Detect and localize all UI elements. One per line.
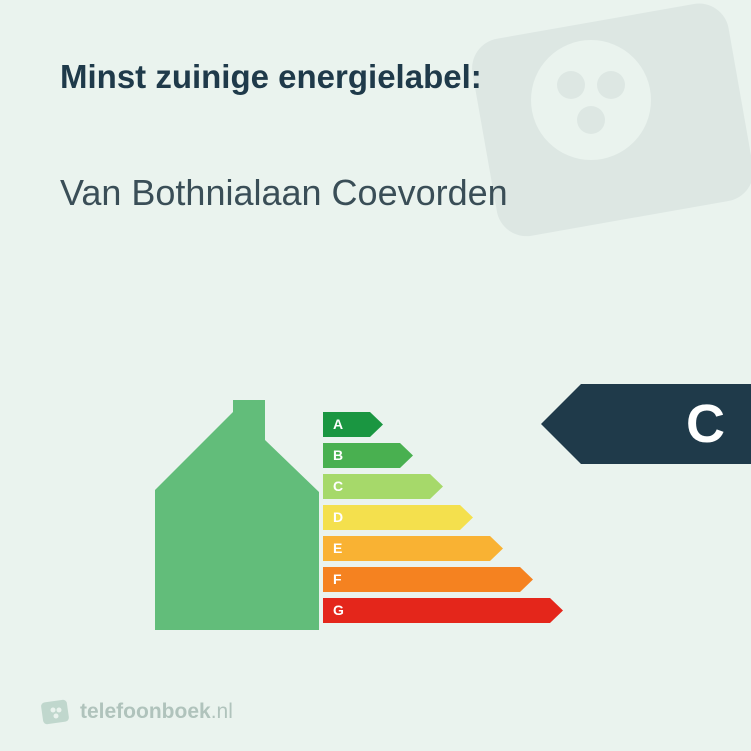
bar-letter: E — [333, 536, 342, 561]
bar-arrow-icon — [323, 505, 473, 530]
bar-arrow-icon — [323, 598, 563, 623]
bar-letter: D — [333, 505, 343, 530]
footer-text: telefoonboek.nl — [80, 700, 233, 724]
bar-arrow-icon — [323, 412, 383, 437]
bar-arrow-icon — [323, 567, 533, 592]
background-watermark — [441, 0, 751, 280]
bar-letter: C — [333, 474, 343, 499]
footer-brand-name: telefoonboek — [80, 700, 211, 723]
bar-letter: G — [333, 598, 344, 623]
bar-letter: B — [333, 443, 343, 468]
energy-label-graphic: A B C D E — [155, 400, 595, 640]
footer-brand: telefoonboek.nl — [40, 697, 233, 727]
page-title: Minst zuinige energielabel: — [60, 58, 482, 96]
bar-arrow-icon — [323, 536, 503, 561]
bar-letter: A — [333, 412, 343, 437]
phonebook-icon — [40, 697, 70, 727]
rating-pointer: C — [541, 384, 751, 464]
bar-letter: F — [333, 567, 342, 592]
location-subtitle: Van Bothnialaan Coevorden — [60, 172, 508, 214]
footer-brand-tld: .nl — [211, 700, 233, 723]
rating-letter: C — [686, 384, 725, 464]
house-icon — [155, 400, 325, 630]
